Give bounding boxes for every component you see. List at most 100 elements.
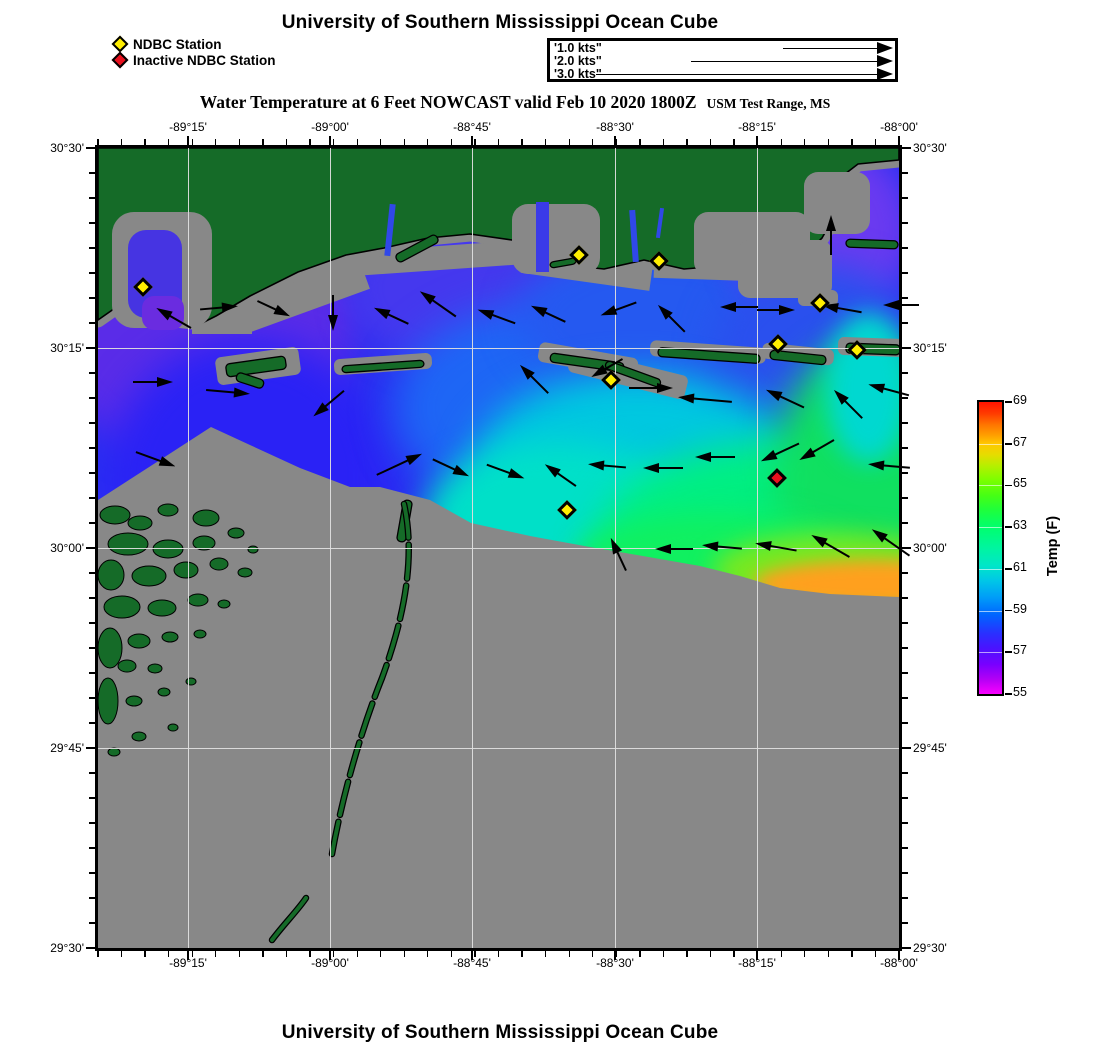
ndbc-station-icon	[111, 35, 129, 53]
velocity-arrow-line	[596, 73, 879, 76]
station-legend: NDBC Station Inactive NDBC Station	[111, 35, 276, 69]
lat-label-left: 29°45'	[50, 741, 84, 755]
axis-tick	[89, 272, 95, 274]
axis-tick	[332, 951, 335, 957]
axis-tick	[902, 897, 908, 899]
axis-tick	[89, 797, 95, 799]
axis-tick	[285, 951, 288, 957]
axis-tick	[902, 722, 908, 724]
colorbar-tick	[1004, 693, 1012, 695]
axis-tick	[639, 139, 641, 145]
axis-tick	[168, 951, 170, 957]
axis-tick	[89, 597, 95, 599]
axis-tick	[187, 136, 189, 145]
axis-tick	[89, 922, 95, 924]
colorbar-tick-label: 65	[1013, 476, 1027, 491]
colorbar-tick	[1004, 651, 1012, 654]
legend-row-active: NDBC Station	[111, 35, 276, 53]
legend-label-active: NDBC Station	[133, 36, 222, 52]
axis-tick	[89, 722, 95, 724]
marsh-island	[185, 677, 197, 686]
marsh-island	[107, 532, 149, 556]
lon-label-top: -89°15'	[169, 120, 207, 134]
axis-tick	[427, 951, 429, 957]
inactive-ndbc-station-icon	[111, 51, 129, 69]
marsh-island	[209, 557, 229, 571]
axis-tick	[89, 872, 95, 874]
colorbar-title: Temp (F)	[1045, 515, 1061, 577]
axis-tick	[89, 622, 95, 624]
axis-tick	[89, 222, 95, 224]
axis-tick	[902, 272, 908, 274]
axis-tick	[97, 139, 99, 145]
page-title: University of Southern Mississippi Ocean…	[281, 12, 719, 33]
axis-tick	[902, 222, 908, 224]
velocity-arrow-line	[783, 47, 879, 50]
marsh-island	[107, 747, 121, 757]
axis-tick	[309, 951, 311, 957]
axis-tick	[686, 139, 688, 145]
marsh-island	[157, 687, 171, 697]
axis-tick	[474, 139, 476, 145]
colorbar-gradient	[979, 402, 1002, 694]
axis-tick	[380, 951, 382, 957]
axis-tick	[756, 951, 758, 960]
axis-tick	[827, 951, 829, 957]
axis-tick	[662, 139, 665, 145]
axis-tick	[450, 139, 453, 145]
gridline-horizontal	[98, 747, 899, 749]
axis-tick	[902, 422, 908, 424]
colorbar-tick	[1004, 609, 1012, 612]
axis-tick	[851, 951, 853, 957]
marsh-island	[187, 593, 209, 607]
axis-tick	[804, 951, 806, 957]
map-plot: -89°15' -89°15' -89°00' -89°00' -88°45' -88°4…	[50, 120, 947, 970]
axis-tick	[709, 139, 712, 145]
lat-label-right: 29°30'	[913, 941, 947, 955]
axis-tick	[902, 172, 908, 174]
no-data-region	[98, 427, 899, 948]
lon-label-top: -88°15'	[738, 120, 776, 134]
marsh-island	[217, 599, 231, 609]
legend-label-inactive: Inactive NDBC Station	[133, 52, 276, 68]
axis-tick	[902, 347, 911, 349]
barrier-island	[845, 238, 899, 250]
axis-tick	[902, 697, 908, 699]
axis-tick	[497, 139, 500, 145]
axis-tick	[450, 951, 453, 957]
axis-tick	[902, 372, 908, 374]
axis-tick	[898, 951, 900, 960]
marsh-island	[127, 633, 151, 649]
barrier-island	[395, 234, 439, 263]
axis-tick	[521, 951, 523, 957]
lat-label-left: 30°15'	[50, 341, 84, 355]
axis-tick	[902, 947, 911, 949]
footer-title: University of Southern Mississippi Ocean…	[281, 1022, 719, 1043]
axis-tick	[89, 822, 95, 824]
axis-tick	[144, 951, 146, 957]
lat-label-right: 30°00'	[913, 541, 947, 555]
lon-label-bottom: -88°30'	[596, 956, 634, 970]
axis-tick	[902, 297, 908, 299]
marsh-island	[117, 659, 137, 673]
lon-label-top: -88°00'	[880, 120, 918, 134]
lat-label-right: 30°30'	[913, 141, 947, 155]
barrier-island	[341, 359, 425, 374]
lon-label-top: -89°00'	[311, 120, 349, 134]
velocity-arrow-head	[877, 68, 893, 80]
axis-tick	[662, 951, 665, 957]
axis-tick	[474, 951, 476, 957]
colorbar-tick-label: 59	[1013, 601, 1027, 616]
axis-tick	[614, 136, 616, 145]
lat-label-left: 29°30'	[50, 941, 84, 955]
colorbar-gridline	[979, 443, 1002, 445]
colorbar-gridline	[979, 527, 1002, 529]
marsh-island	[227, 527, 245, 539]
axis-tick	[86, 347, 95, 349]
axis-tick	[902, 322, 908, 324]
axis-tick	[902, 822, 908, 824]
velocity-label: '2.0 kts"	[554, 54, 602, 68]
axis-tick	[120, 951, 123, 957]
axis-tick	[86, 147, 95, 149]
axis-tick	[238, 951, 240, 957]
